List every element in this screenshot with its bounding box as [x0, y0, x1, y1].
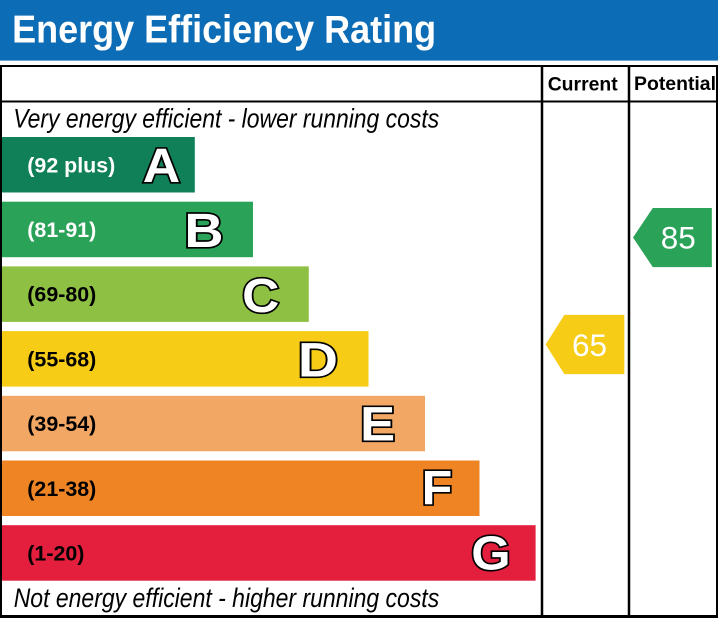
svg-text:(81-91): (81-91) — [27, 218, 96, 242]
svg-text:G: G — [471, 527, 510, 580]
svg-text:(39-54): (39-54) — [27, 412, 96, 436]
svg-text:(55-68): (55-68) — [27, 347, 96, 371]
svg-text:C: C — [242, 270, 279, 323]
svg-text:A: A — [143, 140, 180, 193]
svg-text:(21-38): (21-38) — [27, 477, 96, 501]
svg-text:D: D — [298, 334, 338, 387]
svg-text:(92 plus): (92 plus) — [27, 153, 115, 177]
svg-text:Potential: Potential — [634, 73, 716, 95]
svg-text:Very energy efficient - lower: Very energy efficient - lower running co… — [13, 103, 439, 133]
svg-text:E: E — [360, 398, 395, 451]
svg-text:B: B — [184, 205, 223, 258]
svg-text:Not energy efficient - higher: Not energy efficient - higher running co… — [14, 583, 440, 613]
svg-text:65: 65 — [572, 327, 607, 363]
svg-text:(69-80): (69-80) — [27, 283, 96, 307]
svg-text:(1-20): (1-20) — [27, 542, 84, 566]
svg-text:85: 85 — [661, 219, 696, 255]
svg-text:Energy Efficiency Rating: Energy Efficiency Rating — [12, 9, 436, 52]
svg-text:F: F — [422, 462, 453, 515]
svg-text:Current: Current — [548, 73, 619, 95]
